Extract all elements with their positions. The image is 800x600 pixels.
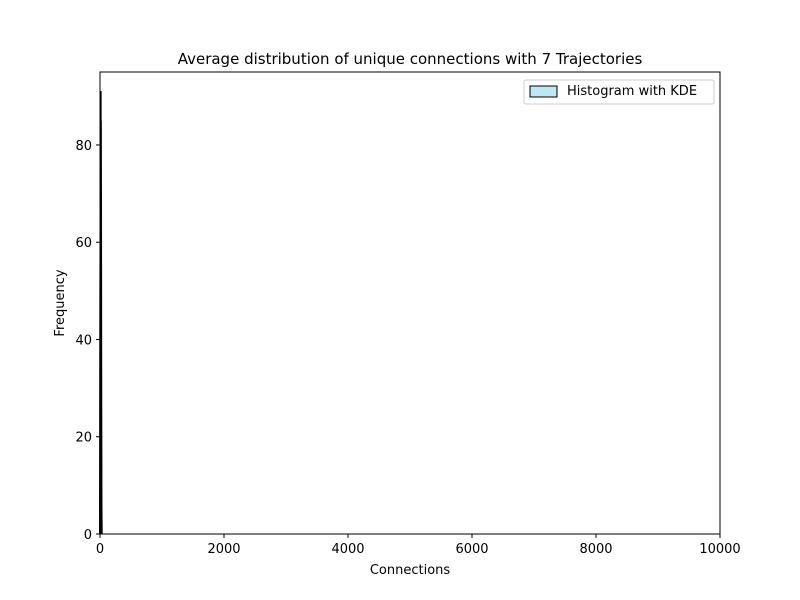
x-tick-label: 0 — [96, 542, 104, 557]
x-tick-label: 6000 — [455, 542, 488, 557]
plot-frame — [99, 71, 721, 535]
legend: Histogram with KDE — [523, 79, 715, 105]
x-axis-ticks: 0 2000 4000 6000 8000 10000 — [96, 534, 741, 557]
y-tick-label: 0 — [84, 528, 92, 543]
y-tick-label: 40 — [75, 333, 92, 348]
legend-box — [523, 79, 715, 105]
y-tick-label: 60 — [75, 236, 92, 251]
chart-title: Average distribution of unique connectio… — [178, 50, 643, 68]
y-tick-label: 20 — [75, 431, 92, 446]
x-axis-label: Connections — [370, 563, 451, 578]
x-tick-label: 10000 — [699, 542, 740, 557]
y-axis-label: Frequency — [53, 269, 68, 336]
y-axis-ticks: 0 20 40 60 80 — [75, 139, 100, 543]
legend-swatch — [529, 85, 558, 98]
x-tick-label: 2000 — [207, 542, 240, 557]
y-tick-label: 80 — [75, 139, 92, 154]
legend-label: Histogram with KDE — [567, 84, 697, 99]
x-tick-label: 4000 — [331, 542, 364, 557]
x-tick-label: 8000 — [579, 542, 612, 557]
